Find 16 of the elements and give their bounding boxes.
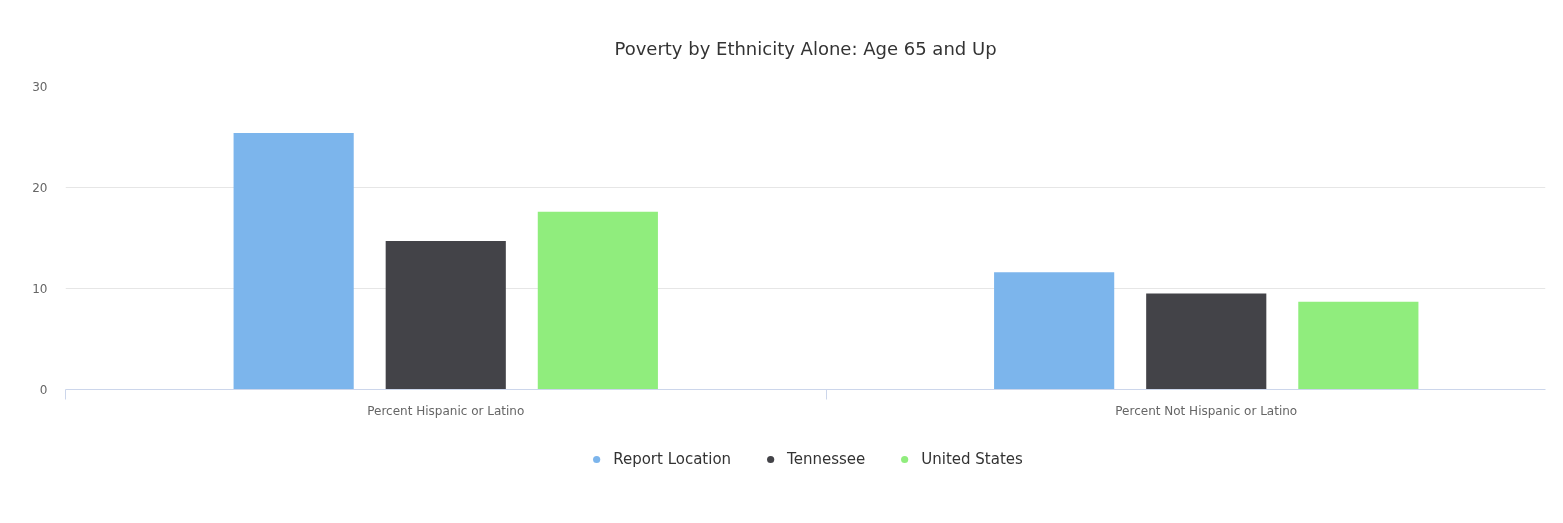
bar <box>233 132 354 390</box>
legend-label: Tennessee <box>787 450 866 468</box>
y-tick-label: 20 <box>32 181 48 195</box>
legend-label: United States <box>921 450 1023 468</box>
bar <box>994 272 1115 390</box>
y-tick-label: 0 <box>39 383 48 397</box>
bar <box>1298 301 1419 390</box>
y-tick-label: 30 <box>32 80 48 94</box>
bar <box>385 241 506 390</box>
legend-label: Report Location <box>613 450 732 468</box>
chart-title: Poverty by Ethnicity Alone: Age 65 and Up <box>614 37 997 59</box>
x-tick-label: Percent Not Hispanic or Latino <box>1115 403 1298 418</box>
y-tick-label: 10 <box>32 282 48 296</box>
bar <box>1146 293 1267 390</box>
x-tick-label: Percent Hispanic or Latino <box>367 403 525 418</box>
bar <box>537 211 658 390</box>
